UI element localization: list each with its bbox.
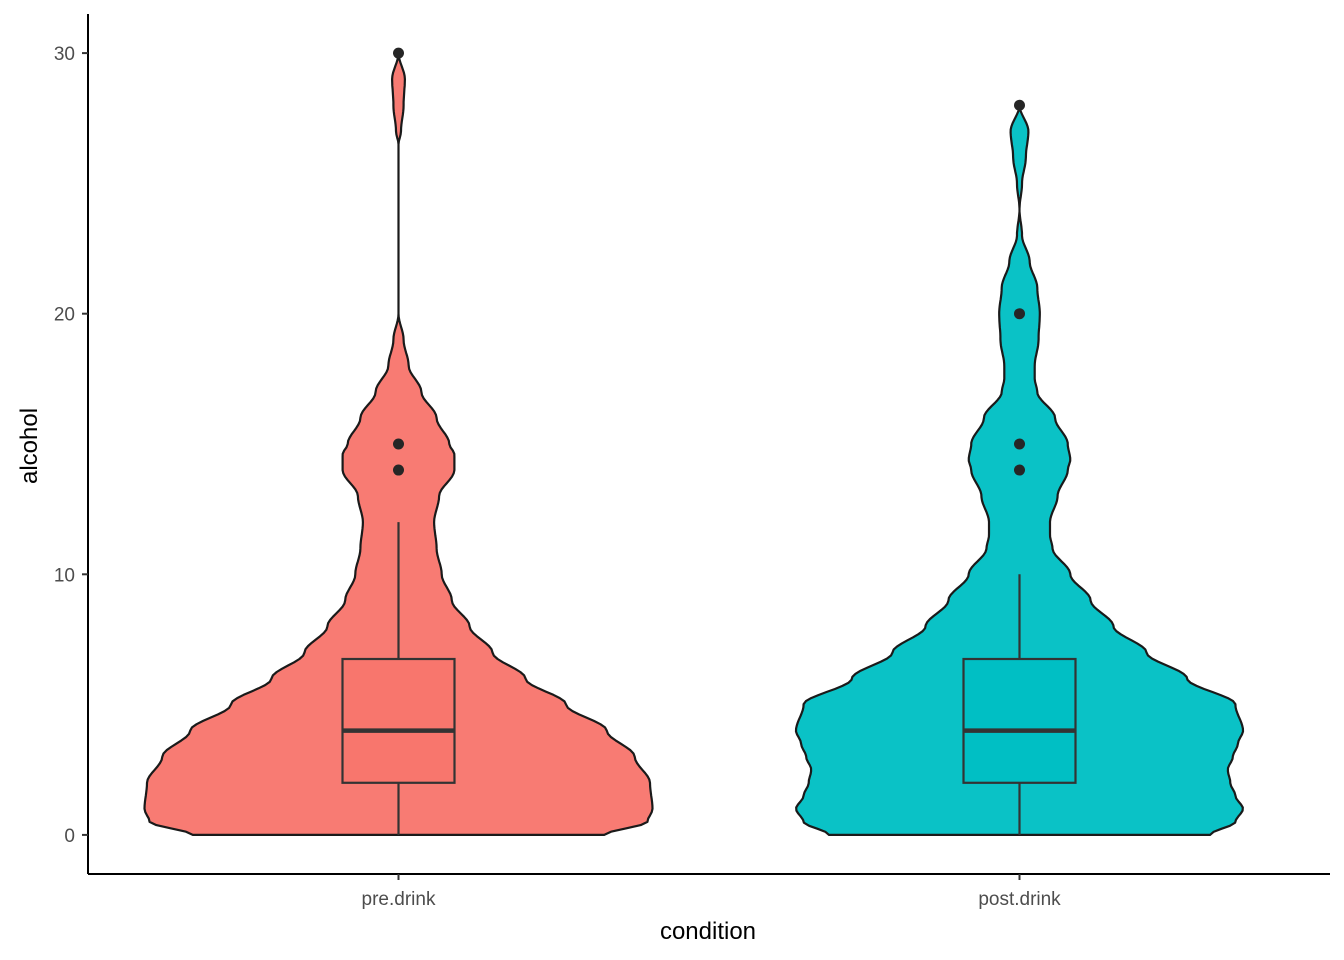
y-axis-title: alcohol bbox=[16, 408, 43, 484]
violin-group-post-drink bbox=[794, 99, 1245, 836]
x-tick-label: pre.drink bbox=[362, 889, 436, 910]
y-tick-label: 0 bbox=[64, 826, 75, 847]
violin-group-pre-drink bbox=[143, 47, 654, 836]
outlier-point bbox=[1014, 99, 1025, 111]
violin-layer bbox=[143, 47, 1245, 836]
outlier-point bbox=[393, 464, 404, 476]
outlier-point bbox=[1014, 438, 1025, 450]
x-axis-title: condition bbox=[660, 918, 756, 945]
x-tick-label: post.drink bbox=[978, 889, 1061, 910]
outlier-point bbox=[1014, 308, 1025, 320]
outlier-point bbox=[1014, 464, 1025, 476]
axes-layer: 0 10 20 30 pre.drink post.drink bbox=[54, 14, 1330, 910]
outlier-point bbox=[393, 438, 404, 450]
outlier-point bbox=[393, 47, 404, 59]
y-tick-label: 10 bbox=[54, 565, 75, 586]
iqr-box bbox=[341, 657, 456, 784]
y-tick-label: 20 bbox=[54, 305, 75, 326]
y-tick-label: 30 bbox=[54, 44, 75, 65]
iqr-box bbox=[962, 657, 1077, 784]
